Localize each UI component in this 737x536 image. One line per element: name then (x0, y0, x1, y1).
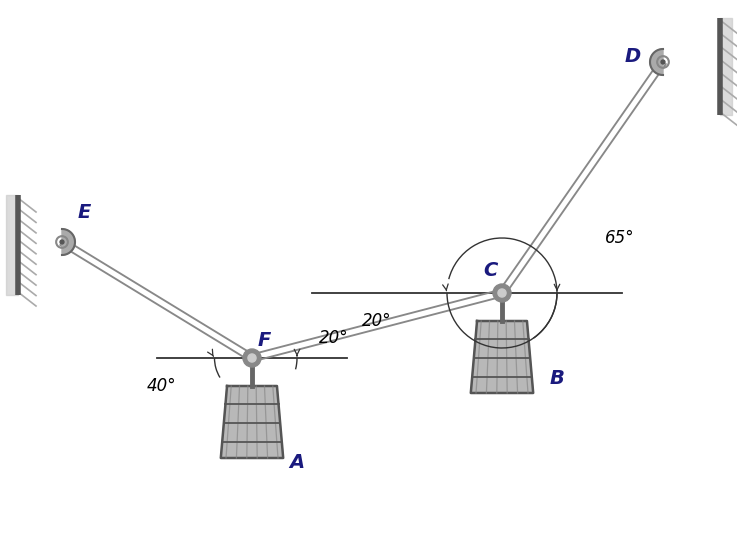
Text: 65°: 65° (605, 229, 635, 247)
Text: A: A (290, 453, 304, 473)
Text: D: D (625, 48, 641, 66)
Text: F: F (257, 331, 270, 349)
Text: 20°: 20° (319, 329, 349, 347)
Text: C: C (483, 262, 497, 280)
Polygon shape (471, 321, 533, 393)
Polygon shape (650, 49, 663, 75)
Circle shape (498, 289, 506, 297)
Circle shape (248, 354, 256, 362)
Text: 40°: 40° (147, 377, 177, 395)
Circle shape (493, 284, 511, 302)
Circle shape (661, 60, 665, 64)
Circle shape (243, 349, 261, 367)
Polygon shape (6, 195, 18, 295)
Text: E: E (77, 203, 91, 221)
Polygon shape (221, 386, 283, 458)
Text: 20°: 20° (362, 312, 392, 330)
Polygon shape (720, 18, 732, 115)
Text: B: B (550, 369, 565, 388)
Circle shape (60, 240, 64, 244)
Polygon shape (62, 229, 75, 255)
